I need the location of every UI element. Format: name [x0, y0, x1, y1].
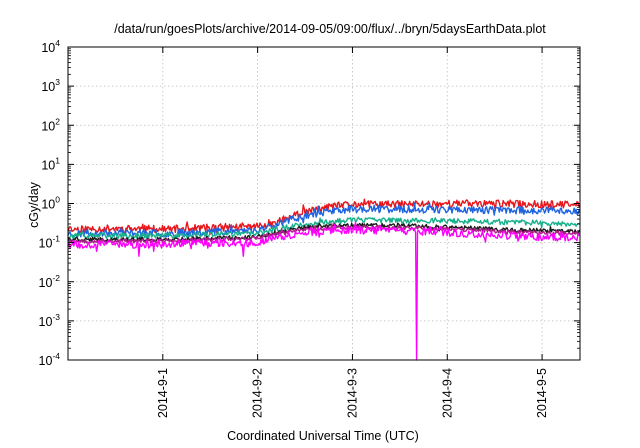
y-tick-label: 103 — [41, 77, 60, 94]
y-axis-label: cGy/day — [27, 181, 41, 228]
y-tick-label: 101 — [41, 155, 60, 172]
x-axis-label: Coordinated Universal Time (UTC) — [227, 429, 419, 443]
x-tick-label: 2014-9-1 — [156, 368, 170, 418]
x-tick-labels: 2014-9-1 2014-9-2 2014-9-3 2014-9-4 2014-9-5 — [156, 368, 549, 418]
chart-title: /data/run/goesPlots/archive/2014-09-05/0… — [114, 22, 546, 36]
y-tick-label: 100 — [41, 195, 60, 212]
y-tick-label: 10-3 — [39, 312, 61, 329]
x-tick-label: 2014-9-3 — [345, 368, 359, 418]
y-tick-label: 10-1 — [39, 234, 61, 251]
series-line-2 — [67, 202, 581, 238]
x-tick-label: 2014-9-2 — [251, 368, 265, 418]
ticks — [68, 46, 580, 361]
y-tick-labels: 10-4 10-3 10-2 10-1 100 101 102 103 104 — [39, 38, 61, 368]
y-tick-label: 10-2 — [39, 273, 61, 290]
x-tick-label: 2014-9-4 — [440, 368, 454, 418]
x-tick-label: 2014-9-5 — [535, 368, 549, 418]
series-layer — [67, 198, 581, 361]
series-line-3 — [67, 216, 581, 242]
y-tick-label: 102 — [41, 116, 60, 133]
y-tick-label: 10-4 — [39, 351, 61, 368]
series-line-6 — [67, 221, 581, 361]
y-tick-label: 104 — [41, 38, 60, 55]
